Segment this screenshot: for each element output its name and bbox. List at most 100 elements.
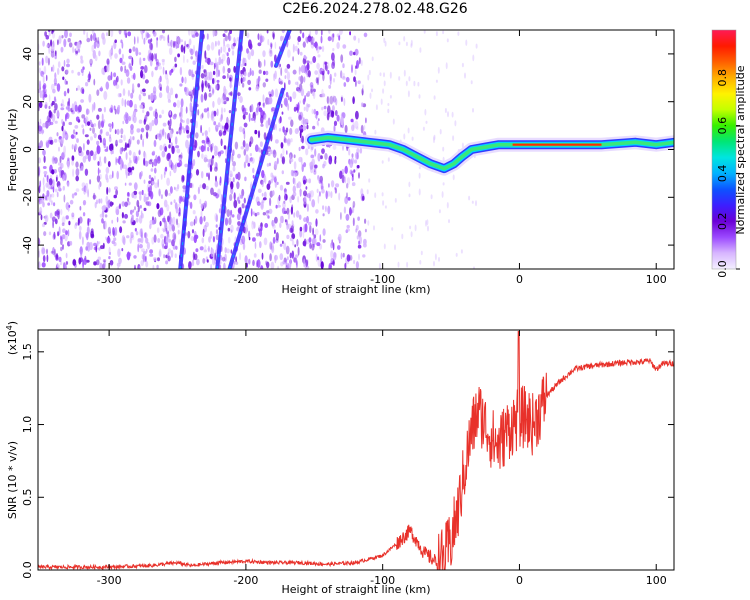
noise-speckle xyxy=(109,231,112,236)
noise-speckle xyxy=(371,88,373,93)
noise-speckle xyxy=(360,59,363,66)
noise-speckle xyxy=(168,192,171,196)
noise-speckle xyxy=(329,76,332,86)
noise-speckle xyxy=(120,39,123,44)
noise-speckle xyxy=(189,182,193,189)
snr-exponent-label: (x104) xyxy=(5,321,19,355)
noise-speckle xyxy=(282,260,286,265)
noise-speckle xyxy=(200,93,204,103)
noise-speckle xyxy=(151,236,155,245)
noise-speckle xyxy=(169,130,173,139)
noise-speckle xyxy=(270,261,275,269)
noise-speckle xyxy=(215,229,219,235)
noise-speckle xyxy=(327,190,331,197)
noise-speckle xyxy=(321,189,325,194)
noise-speckle xyxy=(66,58,70,64)
noise-speckle xyxy=(75,168,80,177)
noise-speckle xyxy=(163,224,166,232)
noise-speckle xyxy=(257,33,260,40)
noise-speckle xyxy=(288,79,291,85)
noise-speckle xyxy=(121,97,124,107)
noise-speckle xyxy=(180,98,184,108)
noise-speckle xyxy=(71,212,75,218)
noise-speckle xyxy=(279,222,282,229)
noise-speckle xyxy=(223,88,228,95)
noise-speckle xyxy=(306,124,309,130)
noise-speckle xyxy=(274,180,277,188)
noise-speckle xyxy=(124,213,128,219)
noise-speckle xyxy=(248,258,251,265)
noise-speckle xyxy=(151,70,154,78)
noise-speckle xyxy=(201,112,204,119)
noise-speckle xyxy=(72,129,76,135)
noise-speckle xyxy=(139,57,142,66)
noise-speckle xyxy=(306,60,310,64)
noise-speckle xyxy=(408,76,411,82)
noise-speckle xyxy=(128,150,132,156)
noise-speckle xyxy=(315,209,319,214)
noise-speckle xyxy=(208,92,212,98)
noise-speckle xyxy=(358,57,361,65)
noise-speckle xyxy=(108,187,111,193)
noise-speckle xyxy=(383,243,386,250)
noise-speckle xyxy=(232,166,236,172)
noise-speckle xyxy=(230,224,234,233)
noise-speckle xyxy=(240,77,243,84)
noise-speckle xyxy=(310,40,315,49)
noise-speckle xyxy=(268,208,273,214)
noise-speckle xyxy=(149,42,153,51)
noise-speckle xyxy=(145,131,149,139)
noise-speckle xyxy=(317,152,321,162)
noise-speckle xyxy=(167,99,171,103)
noise-speckle xyxy=(180,196,183,202)
noise-speckle xyxy=(328,84,332,89)
noise-speckle xyxy=(143,157,146,166)
noise-speckle xyxy=(352,120,355,130)
noise-speckle xyxy=(199,114,204,120)
colorbar-tick-label: 0.8 xyxy=(716,69,729,87)
noise-speckle xyxy=(258,107,263,113)
noise-speckle xyxy=(286,234,290,240)
noise-speckle xyxy=(169,118,172,127)
noise-speckle xyxy=(381,160,384,164)
noise-speckle xyxy=(63,263,67,269)
noise-speckle xyxy=(190,236,195,241)
noise-speckle xyxy=(149,253,154,257)
noise-speckle xyxy=(424,108,427,116)
noise-speckle xyxy=(140,235,144,244)
noise-speckle xyxy=(63,194,66,203)
noise-speckle xyxy=(56,109,60,118)
noise-speckle xyxy=(247,51,251,60)
noise-speckle xyxy=(195,32,199,37)
diagonal-streak-highlight xyxy=(216,30,243,269)
noise-speckle xyxy=(220,138,223,147)
noise-speckle xyxy=(154,66,158,71)
noise-speckle xyxy=(127,162,132,169)
noise-speckle xyxy=(53,109,56,114)
noise-speckle xyxy=(425,220,427,227)
noise-speckle xyxy=(217,69,221,77)
noise-speckle xyxy=(56,252,58,260)
noise-speckle xyxy=(284,187,287,196)
noise-speckle xyxy=(120,128,124,135)
noise-speckle xyxy=(379,72,382,77)
noise-speckle xyxy=(146,32,150,39)
noise-speckle xyxy=(186,59,189,63)
noise-speckle xyxy=(328,183,330,188)
noise-speckle xyxy=(97,36,100,45)
noise-speckle xyxy=(165,70,167,75)
noise-speckle xyxy=(138,244,143,249)
noise-speckle xyxy=(223,38,226,47)
noise-speckle xyxy=(63,135,67,139)
noise-speckle xyxy=(109,126,112,133)
noise-speckle xyxy=(334,187,337,190)
noise-speckle xyxy=(270,43,273,50)
noise-speckle xyxy=(237,196,240,203)
noise-speckle xyxy=(242,76,245,83)
noise-speckle xyxy=(77,106,80,113)
noise-speckle xyxy=(155,108,158,115)
noise-speckle xyxy=(127,167,132,173)
noise-speckle xyxy=(258,147,261,153)
noise-speckle xyxy=(158,83,162,91)
noise-speckle xyxy=(237,221,241,226)
